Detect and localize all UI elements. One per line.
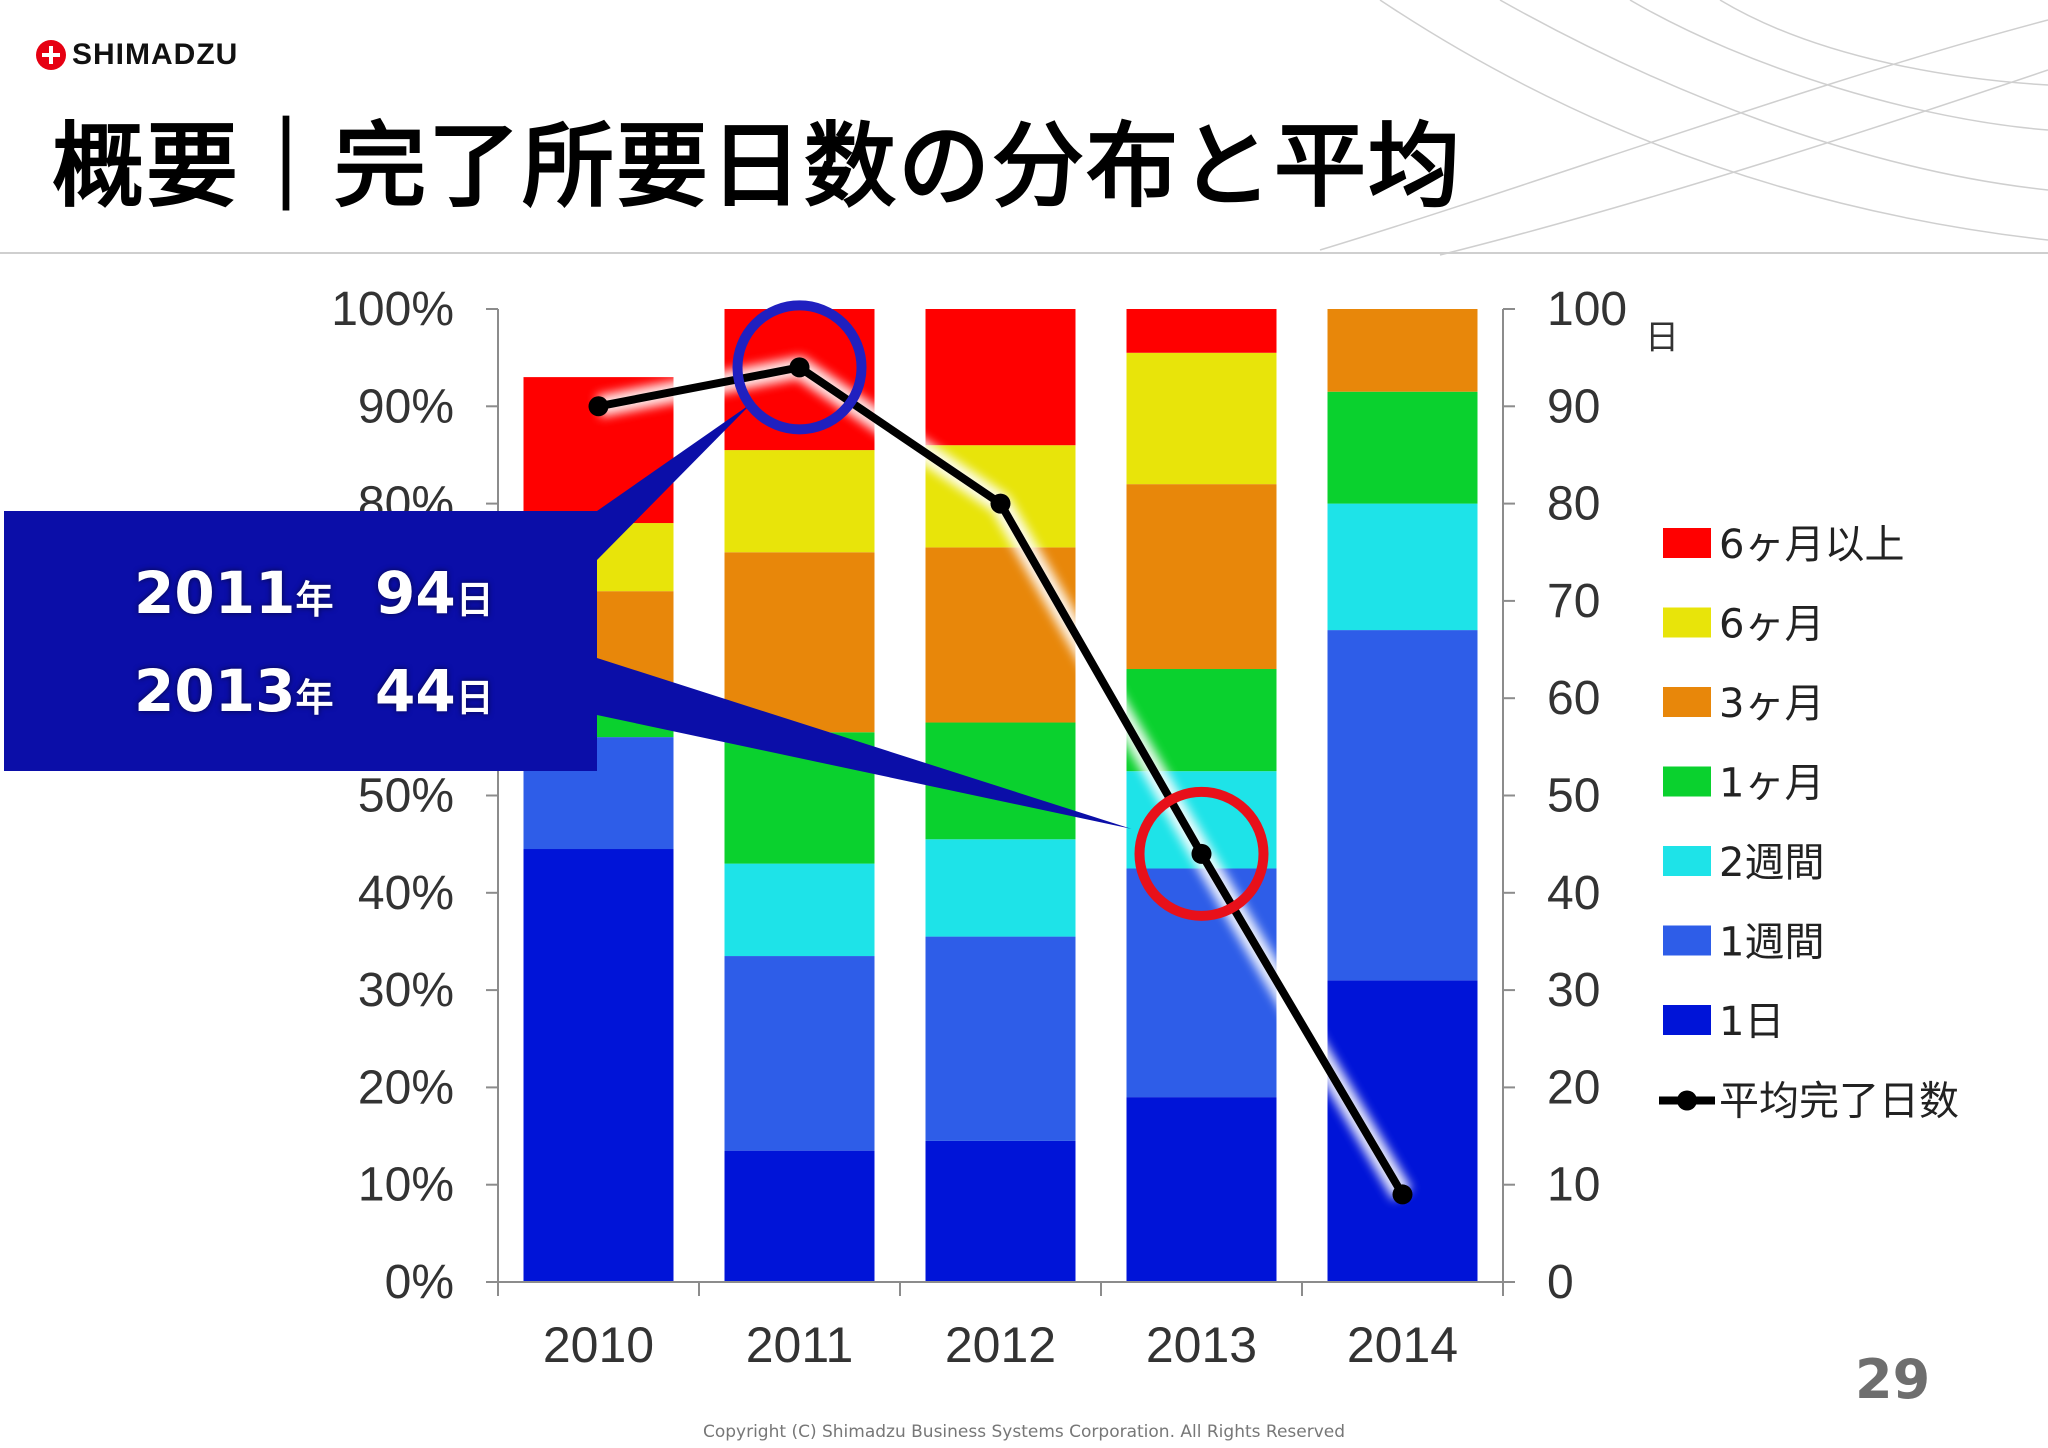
bar-segment xyxy=(1327,309,1478,392)
legend-swatch xyxy=(1663,846,1711,876)
legend-swatch xyxy=(1663,1005,1711,1035)
right-tick-label: 80 xyxy=(1547,478,1600,531)
bar-segment xyxy=(1126,1097,1277,1282)
left-tick-label: 40% xyxy=(358,867,454,920)
bar-segment xyxy=(925,936,1076,1141)
bar-segment xyxy=(1126,309,1277,353)
callout-line-2011: 2011年 94日 xyxy=(134,559,494,627)
callout-pointer-2013 xyxy=(597,658,1132,829)
right-tick-label: 90 xyxy=(1547,380,1600,433)
callout-year: 2011 xyxy=(134,559,296,627)
right-axis-unit: 日 xyxy=(1645,318,1679,358)
page-title: 概要｜完了所要日数の分布と平均 xyxy=(52,113,1463,220)
bar-segment xyxy=(1126,868,1277,1098)
left-tick-label: 30% xyxy=(358,964,454,1017)
legend-swatch xyxy=(1663,528,1711,558)
highlight-circle-2011 xyxy=(732,300,867,435)
legend-label: 6ヶ月 xyxy=(1719,602,1824,648)
line-point xyxy=(789,357,810,378)
title-divider xyxy=(0,252,2048,254)
right-tick-label: 30 xyxy=(1547,964,1600,1017)
callout-year: 2013 xyxy=(134,657,296,725)
callout-line-2013: 2013年 44日 xyxy=(134,657,494,725)
bar-segment xyxy=(1327,980,1478,1282)
left-tick-label: 50% xyxy=(358,770,454,823)
callout-year-unit: 年 xyxy=(295,578,334,622)
legend-swatch xyxy=(1663,925,1711,956)
bar-segment xyxy=(523,849,674,1282)
legend-label: 1ヶ月 xyxy=(1719,761,1824,807)
legend-label: 1日 xyxy=(1719,999,1784,1045)
bar-segment xyxy=(1327,503,1478,631)
bar-segment xyxy=(1126,484,1277,670)
copyright-text: Copyright (C) Shimadzu Business Systems … xyxy=(702,1422,1346,1442)
callout-days-unit: 日 xyxy=(455,676,494,720)
legend-label: 2週間 xyxy=(1719,840,1824,886)
bar-segment xyxy=(1126,352,1277,485)
right-tick-label: 10 xyxy=(1547,1159,1600,1212)
legend-label: 1週間 xyxy=(1719,920,1824,966)
logo-text: SHIMADZU xyxy=(72,38,239,71)
bar-segment xyxy=(925,839,1076,937)
x-tick-label: 2014 xyxy=(1347,1317,1458,1373)
callout-days: 44 xyxy=(375,657,456,725)
company-logo: SHIMADZU xyxy=(36,38,238,72)
x-tick-label: 2011 xyxy=(746,1317,854,1373)
right-tick-label: 50 xyxy=(1547,770,1600,823)
left-tick-label: 100% xyxy=(331,283,454,336)
left-tick-label: 0% xyxy=(385,1256,454,1309)
callout-year-unit: 年 xyxy=(295,676,334,720)
left-tick-label: 90% xyxy=(358,380,454,433)
shimadzu-logo-icon xyxy=(36,40,66,70)
line-point xyxy=(1392,1184,1413,1205)
legend-swatch xyxy=(1663,687,1711,717)
x-tick-label: 2013 xyxy=(1146,1317,1257,1373)
callout-box: 2011年 94日 2013年 44日 xyxy=(4,511,597,771)
legend-swatch xyxy=(1663,607,1711,638)
line-point xyxy=(1191,843,1212,864)
line-point xyxy=(990,493,1011,514)
right-tick-label: 60 xyxy=(1547,672,1600,725)
x-tick-label: 2012 xyxy=(945,1317,1056,1373)
bar-segment xyxy=(1327,391,1478,504)
legend-swatch xyxy=(1663,766,1711,797)
bar-segment xyxy=(1327,630,1478,981)
right-tick-label: 40 xyxy=(1547,867,1600,920)
right-tick-label: 100 xyxy=(1547,283,1627,336)
legend-label: 3ヶ月 xyxy=(1719,681,1824,727)
callout-pointer-2011 xyxy=(597,403,752,560)
bar-segment xyxy=(724,450,875,553)
callout-days: 94 xyxy=(375,559,456,627)
bar-segment xyxy=(925,1140,1076,1282)
legend-label: 6ヶ月以上 xyxy=(1719,522,1904,568)
bar-segment xyxy=(724,552,875,733)
decorative-curves xyxy=(1319,0,2048,256)
bar-segment xyxy=(724,1150,875,1282)
highlight-circle-2013 xyxy=(1134,786,1269,921)
page-number: 29 xyxy=(1855,1348,1931,1411)
line-point xyxy=(588,396,609,417)
legend-line-marker xyxy=(1677,1090,1697,1111)
bar-segment xyxy=(724,863,875,957)
right-tick-label: 20 xyxy=(1547,1061,1600,1114)
left-tick-label: 20% xyxy=(358,1061,454,1114)
legend-label: 平均完了日数 xyxy=(1719,1079,1959,1125)
right-tick-label: 70 xyxy=(1547,575,1600,628)
callout-days-unit: 日 xyxy=(455,578,494,622)
bar-segment xyxy=(925,309,1076,446)
x-tick-label: 2010 xyxy=(543,1317,654,1373)
bar-segment xyxy=(724,956,875,1151)
left-tick-label: 10% xyxy=(358,1159,454,1212)
right-tick-label: 0 xyxy=(1547,1256,1574,1309)
